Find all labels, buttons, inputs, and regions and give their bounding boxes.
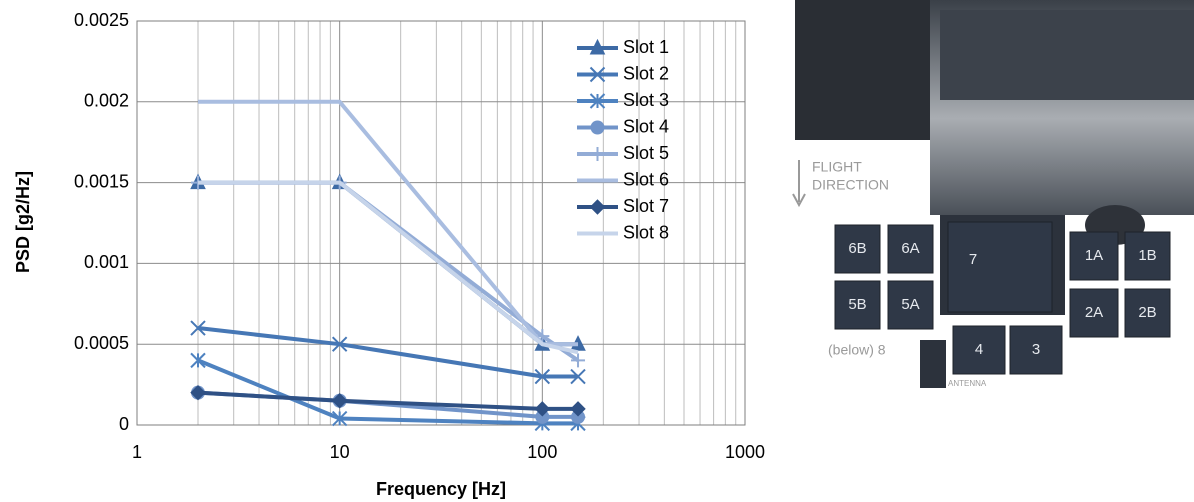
marker bbox=[589, 199, 606, 215]
slot-label: 1A bbox=[1085, 247, 1103, 264]
slot-box bbox=[952, 325, 1006, 375]
series-line bbox=[197, 390, 579, 411]
slot-box bbox=[1069, 288, 1119, 338]
slot-label: 7 bbox=[969, 251, 977, 268]
marker bbox=[570, 401, 586, 417]
module-dark bbox=[795, 0, 945, 140]
y-tick-label: 0.002 bbox=[84, 91, 129, 111]
legend-label: Slot 4 bbox=[623, 116, 669, 136]
marker bbox=[571, 409, 586, 424]
series bbox=[198, 180, 579, 355]
legend-label: Slot 7 bbox=[623, 196, 669, 216]
slot-label: 2B bbox=[1138, 304, 1156, 321]
slot-label: 2A bbox=[1085, 304, 1103, 321]
series-line bbox=[198, 99, 579, 347]
arrow-head bbox=[792, 193, 806, 208]
series bbox=[191, 175, 586, 368]
x-tick-label: 100 bbox=[527, 442, 557, 462]
chart: PSD [g2/Hz] Frequency [Hz] 0 0.0005 0.001 0… bbox=[13, 10, 765, 499]
antenna-label: ANTENNA bbox=[948, 379, 987, 388]
slot-label: 5A bbox=[901, 296, 919, 313]
y-tick-label: 0.0025 bbox=[74, 10, 129, 30]
series bbox=[198, 99, 579, 347]
marker bbox=[190, 384, 206, 401]
marker bbox=[589, 93, 606, 109]
legend-label: Slot 5 bbox=[623, 143, 669, 163]
plot-frame bbox=[136, 20, 746, 426]
marker bbox=[534, 368, 551, 385]
marker bbox=[534, 401, 551, 417]
marker bbox=[570, 368, 586, 385]
slot-label: 5B bbox=[848, 296, 866, 313]
antenna-box bbox=[920, 340, 946, 388]
station-image: FLIGHT DIRECTION (below) 8 ANTENNA 6B 6A 7… bbox=[792, 0, 1194, 388]
slot-box bbox=[887, 224, 934, 274]
marker bbox=[331, 410, 348, 427]
slot-box bbox=[1124, 288, 1171, 338]
flight-label: FLIGHT bbox=[812, 159, 862, 175]
slot-box bbox=[1009, 325, 1063, 375]
marker bbox=[331, 393, 348, 409]
slot-box bbox=[834, 280, 881, 330]
series bbox=[190, 320, 586, 385]
slot-box bbox=[887, 280, 934, 330]
flight-label: DIRECTION bbox=[812, 177, 889, 193]
x-axis-title: Frequency [Hz] bbox=[376, 479, 506, 499]
slot-label: 3 bbox=[1032, 341, 1040, 358]
x-tick-label: 10 bbox=[330, 442, 350, 462]
slot-box bbox=[1069, 231, 1119, 281]
marker bbox=[590, 120, 605, 135]
slot-box bbox=[1124, 231, 1171, 281]
y-tick-label: 0.0005 bbox=[74, 333, 129, 353]
slot-label: 4 bbox=[975, 341, 983, 358]
y-tick-label: 0 bbox=[119, 414, 129, 434]
series-line bbox=[197, 326, 579, 379]
x-tick-label: 1000 bbox=[725, 442, 765, 462]
series bbox=[190, 352, 586, 432]
marker bbox=[589, 38, 606, 55]
y-tick-label: 0.0015 bbox=[74, 171, 129, 191]
legend-label: Slot 6 bbox=[623, 169, 669, 189]
marker bbox=[331, 336, 348, 352]
below-label: (below) 8 bbox=[828, 342, 886, 358]
y-tick-label: 0.001 bbox=[84, 252, 129, 272]
slot-box bbox=[947, 221, 1053, 313]
slot-box bbox=[834, 224, 881, 274]
marker bbox=[190, 320, 206, 336]
legend-label: Slot 2 bbox=[623, 63, 669, 83]
legend-label: Slot 1 bbox=[623, 37, 669, 57]
series-line bbox=[197, 358, 579, 426]
marker bbox=[571, 353, 586, 368]
y-axis-title: PSD [g2/Hz] bbox=[13, 171, 33, 273]
series bbox=[190, 384, 586, 417]
marker bbox=[590, 147, 605, 161]
module-panel bbox=[940, 10, 1194, 100]
marker bbox=[190, 352, 206, 369]
series-line bbox=[198, 180, 579, 355]
marker bbox=[535, 409, 550, 424]
slot-label: 6B bbox=[848, 240, 866, 257]
marker bbox=[589, 66, 606, 83]
legend-label: Slot 8 bbox=[623, 222, 669, 242]
slot-label: 6A bbox=[901, 240, 919, 257]
x-tick-label: 1 bbox=[132, 442, 142, 462]
legend-label: Slot 3 bbox=[623, 90, 669, 110]
slot-label: 1B bbox=[1138, 247, 1156, 264]
